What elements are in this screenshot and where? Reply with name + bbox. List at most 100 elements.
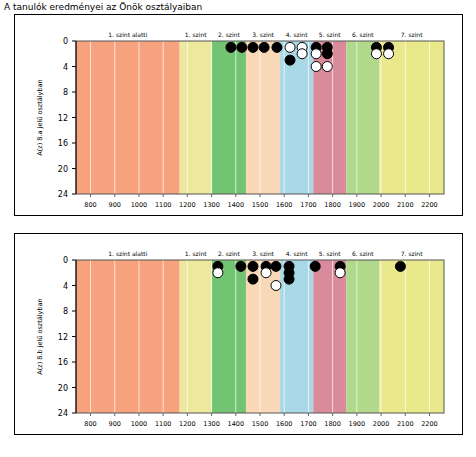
level-band xyxy=(76,260,180,413)
x-tick-label: 1700 xyxy=(300,201,317,209)
student-point xyxy=(236,261,246,271)
x-tick-label: 2200 xyxy=(421,201,438,209)
grid-line xyxy=(429,260,430,413)
student-point xyxy=(285,55,295,65)
x-tick-label: 1100 xyxy=(155,420,172,428)
x-tick-label: 900 xyxy=(109,420,121,428)
x-tick-label: 1000 xyxy=(131,201,148,209)
grid-line xyxy=(405,260,406,413)
y-tick xyxy=(72,413,76,414)
level-band xyxy=(180,41,212,194)
student-point xyxy=(237,42,247,52)
x-tick-label: 1900 xyxy=(349,201,366,209)
y-tick xyxy=(72,387,76,388)
student-point xyxy=(248,274,258,284)
student-point xyxy=(384,49,394,59)
x-tick-label: 1700 xyxy=(300,420,317,428)
x-tick-label: 900 xyxy=(109,201,121,209)
grid-line xyxy=(356,260,357,413)
y-tick xyxy=(72,66,76,67)
level-band xyxy=(212,260,246,413)
student-point xyxy=(371,49,381,59)
grid-line xyxy=(332,260,333,413)
y-tick-label: 20 xyxy=(58,384,68,393)
level-label: 1. szint xyxy=(185,31,207,38)
grid-line xyxy=(187,260,188,413)
student-point xyxy=(248,261,258,271)
x-tick-label: 1100 xyxy=(155,201,172,209)
x-tick-label: 1800 xyxy=(324,201,341,209)
x-tick-label: 1400 xyxy=(228,201,245,209)
student-point xyxy=(213,268,223,278)
y-tick xyxy=(72,194,76,195)
level-label: 4. szint xyxy=(286,250,308,257)
student-point xyxy=(335,268,345,278)
y-tick xyxy=(72,143,76,144)
x-tick-label: 1400 xyxy=(228,420,245,428)
student-point xyxy=(322,49,332,59)
x-tick-label: 2000 xyxy=(373,420,390,428)
x-tick-label: 800 xyxy=(84,420,96,428)
x-tick-label: 2200 xyxy=(421,420,438,428)
grid-line xyxy=(163,260,164,413)
student-point xyxy=(297,49,307,59)
level-label: 2. szint xyxy=(218,250,240,257)
y-tick xyxy=(72,117,76,118)
x-tick-label: 1600 xyxy=(276,420,293,428)
level-label: 6. szint xyxy=(352,250,374,257)
level-label: 1. szint xyxy=(185,250,207,257)
level-band xyxy=(246,41,280,194)
level-band xyxy=(212,41,246,194)
level-label: 2. szint xyxy=(218,31,240,38)
x-tick-label: 1000 xyxy=(131,420,148,428)
page: A tanulók eredményei az Önök osztályaiba… xyxy=(0,0,476,457)
y-tick-label: 0 xyxy=(63,37,68,46)
y-tick xyxy=(72,336,76,337)
grid-line xyxy=(211,41,212,194)
plot-frame xyxy=(76,260,444,413)
y-tick xyxy=(72,260,76,261)
y-tick-label: 24 xyxy=(58,409,68,418)
grid-line xyxy=(187,41,188,194)
level-label: 1. szint alatti xyxy=(108,250,147,257)
level-band xyxy=(76,41,180,194)
grid-line xyxy=(211,260,212,413)
x-tick-label: 1200 xyxy=(179,201,196,209)
y-tick-label: 12 xyxy=(58,114,68,123)
student-point xyxy=(285,42,295,52)
x-tick-label: 1800 xyxy=(324,420,341,428)
panel-frame xyxy=(15,234,463,435)
student-point xyxy=(395,261,405,271)
y-axis-label: A(z) 8.a jelű osztályban xyxy=(36,79,44,155)
grid-line xyxy=(381,260,382,413)
grid-line xyxy=(284,41,285,194)
points xyxy=(226,42,394,71)
y-tick-label: 12 xyxy=(58,333,68,342)
level-band xyxy=(246,260,280,413)
level-band xyxy=(379,260,444,413)
level-label: 7. szint xyxy=(401,31,423,38)
grid-line xyxy=(284,260,285,413)
level-label: 3. szint xyxy=(252,31,274,38)
student-point xyxy=(261,268,271,278)
y-tick xyxy=(72,362,76,363)
grid-line xyxy=(260,260,261,413)
chart-panel: 1. szint alatti1. szint2. szint3. szint4… xyxy=(15,15,463,216)
y-tick-label: 4 xyxy=(63,63,68,72)
x-tick-label: 1200 xyxy=(179,420,196,428)
level-band xyxy=(280,41,313,194)
y-axis xyxy=(76,260,77,413)
x-tick-label: 1500 xyxy=(252,201,269,209)
y-tick-label: 16 xyxy=(58,358,68,367)
x-tick-label: 1600 xyxy=(276,201,293,209)
student-point xyxy=(271,281,281,291)
x-tick-label: 1300 xyxy=(203,420,220,428)
y-tick xyxy=(72,168,76,169)
points xyxy=(213,261,406,290)
grid-line xyxy=(308,41,309,194)
plot-frame xyxy=(76,41,444,194)
student-point xyxy=(272,42,282,52)
grid-line xyxy=(90,41,91,194)
grid-line xyxy=(114,260,115,413)
x-tick-label: 2100 xyxy=(397,420,414,428)
